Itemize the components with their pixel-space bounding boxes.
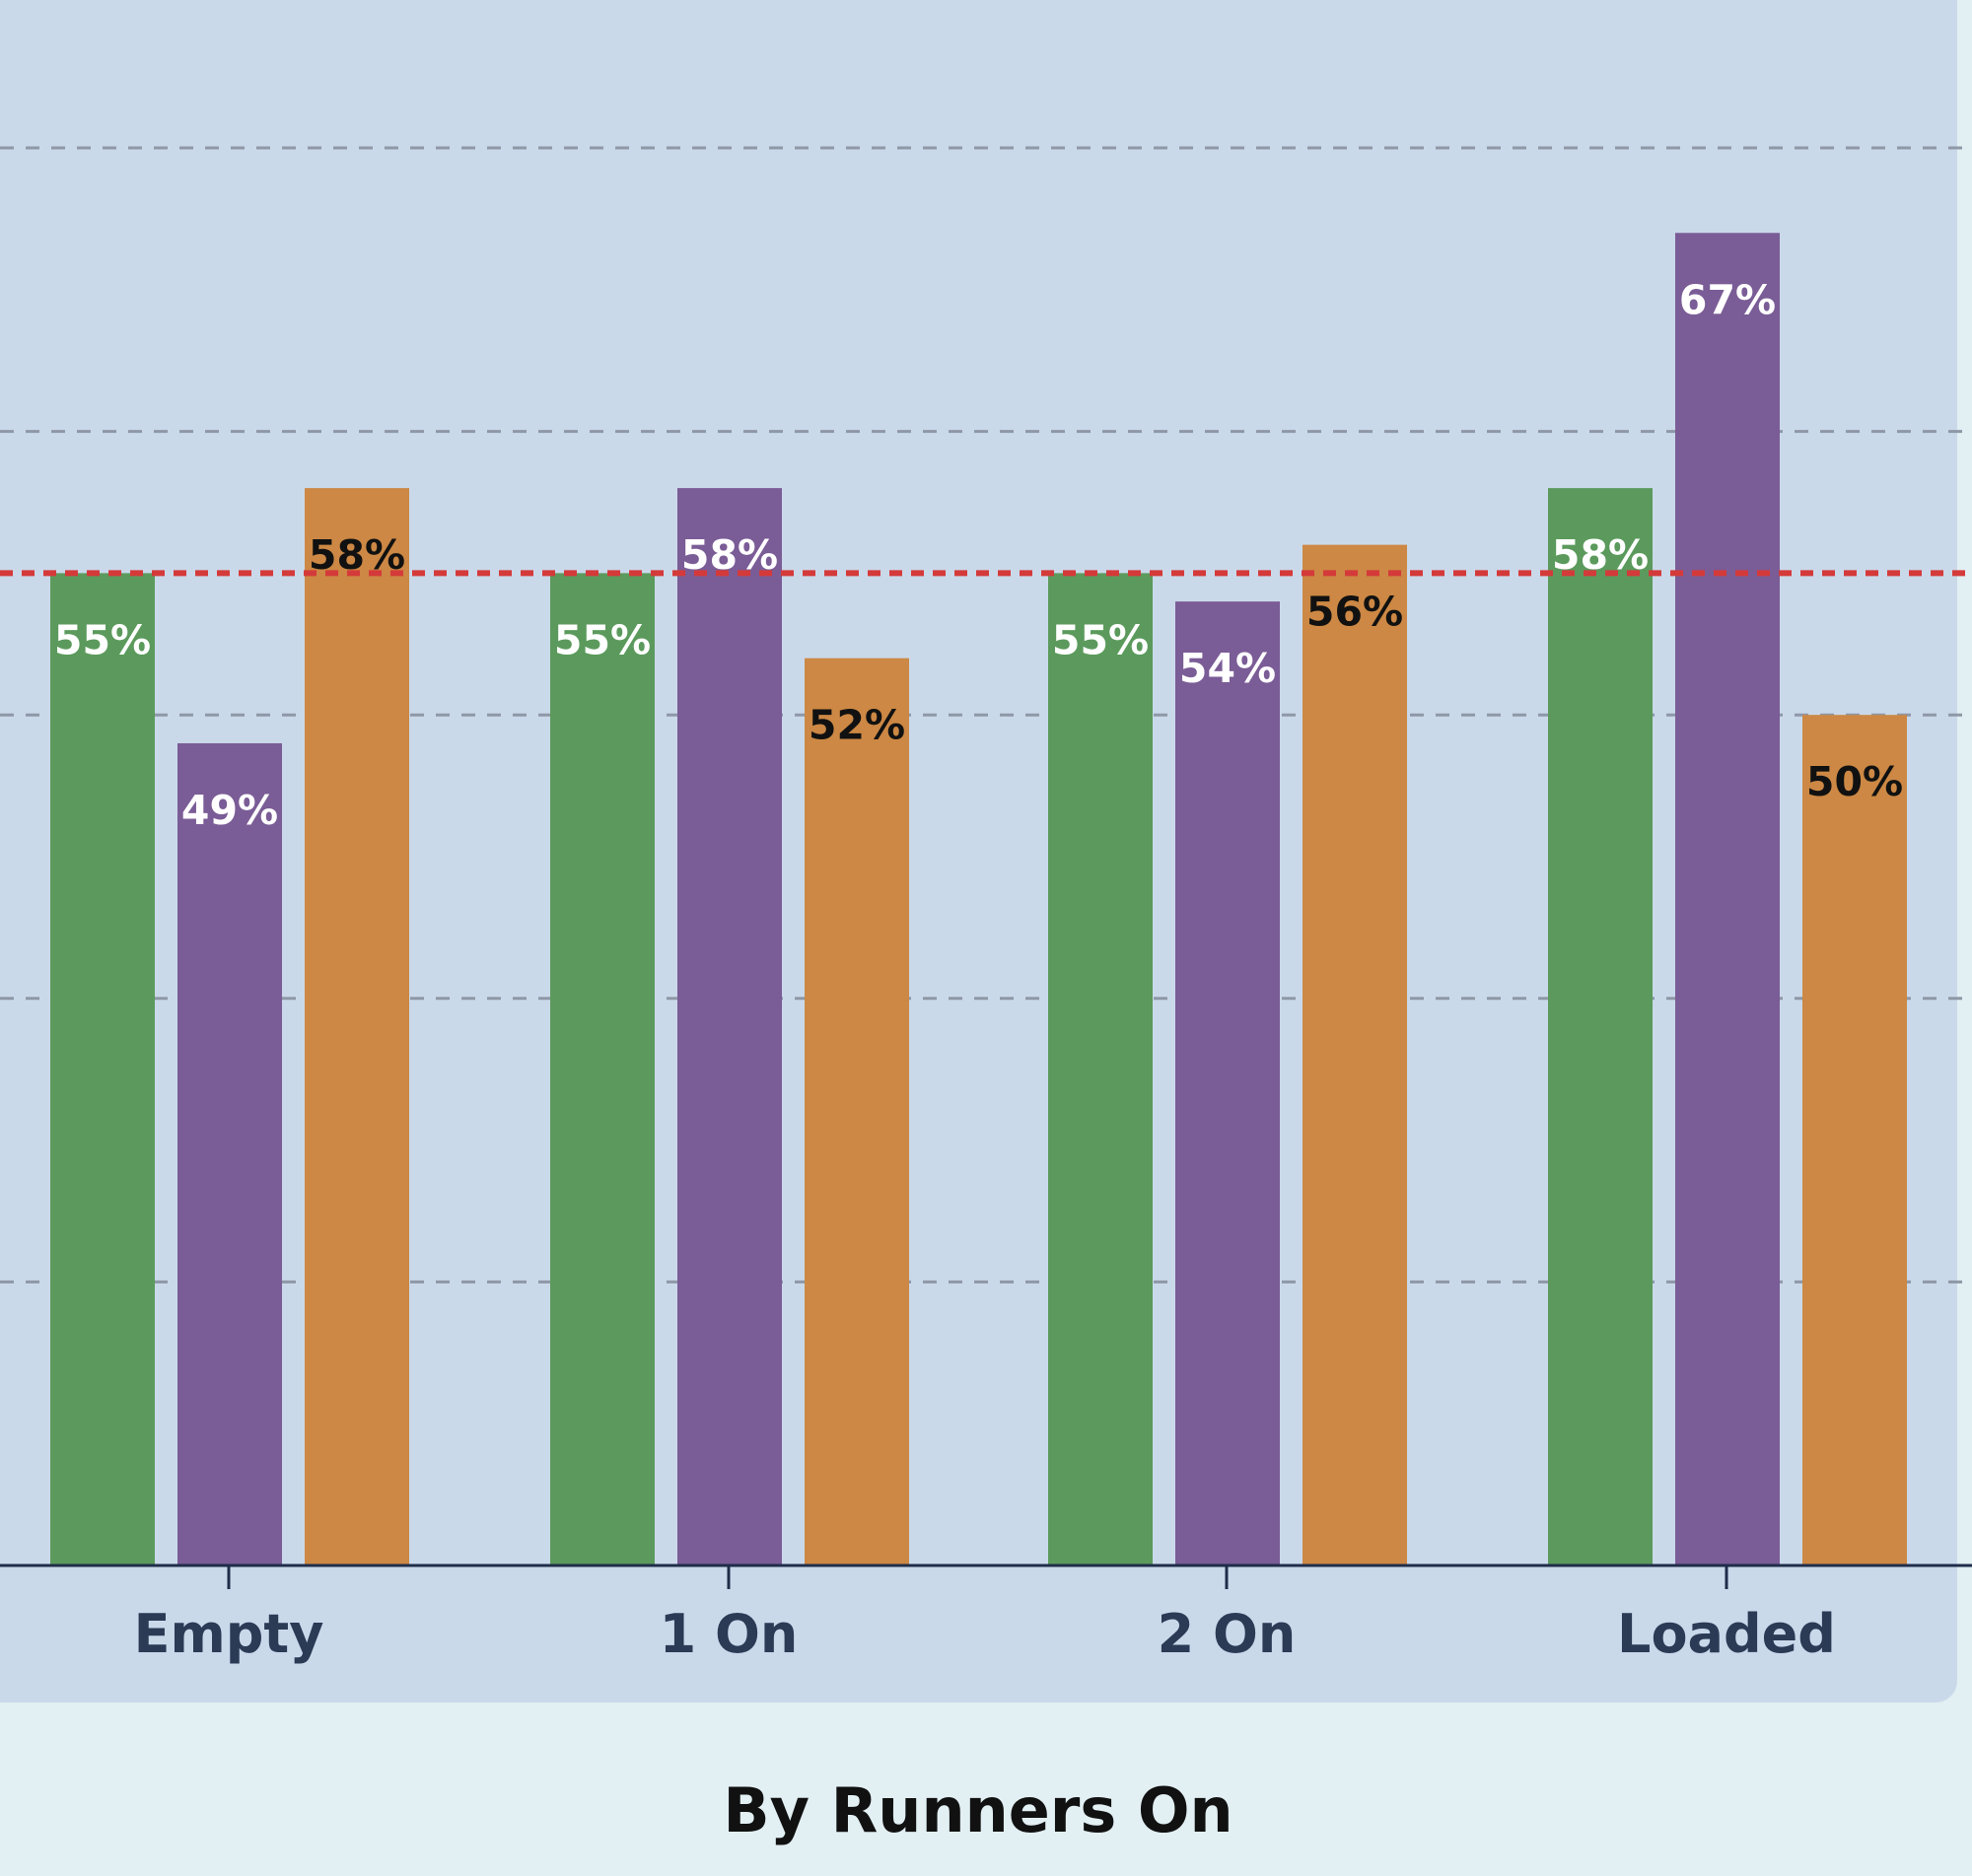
bar-value-label: 55% [1052,616,1149,663]
bar-value-label: 52% [809,702,905,749]
bar-value-label: 58% [681,531,778,579]
x-axis-ticks: Empty 1 On 2 On Loaded [134,1565,1836,1665]
x-tick-label: Loaded [1617,1603,1836,1665]
bar [1802,715,1907,1565]
bar [1048,573,1153,1565]
x-tick-label: Empty [134,1603,324,1665]
bars [50,233,1907,1565]
bar [177,742,282,1565]
chart-panel [0,0,1957,1702]
bar-value-label: 54% [1179,645,1276,692]
bar [1175,601,1280,1565]
bar [550,573,655,1565]
bar-value-label: 50% [1806,758,1903,805]
chart-title: By Runners On [723,1774,1232,1846]
bar [805,658,909,1565]
x-tick-label: 1 On [660,1603,799,1665]
bar-value-label: 58% [309,531,405,579]
bar [305,488,409,1565]
bar-value-label: 49% [181,787,278,834]
bar-value-label: 55% [554,616,651,663]
bar [677,488,782,1565]
bar [1303,544,1407,1565]
bar-value-label: 56% [1306,589,1403,636]
bar-value-label: 67% [1679,276,1776,323]
bar [1548,488,1653,1565]
x-tick-label: 2 On [1158,1603,1297,1665]
bar-value-label: 58% [1552,531,1649,579]
bar-value-label: 55% [54,616,151,663]
bar [1675,233,1780,1565]
bar-value-labels: 55% 55% 55% 58% 49% 58% 54% 67% 58% 52% 56% 50% [54,276,1903,834]
bar [50,573,155,1565]
